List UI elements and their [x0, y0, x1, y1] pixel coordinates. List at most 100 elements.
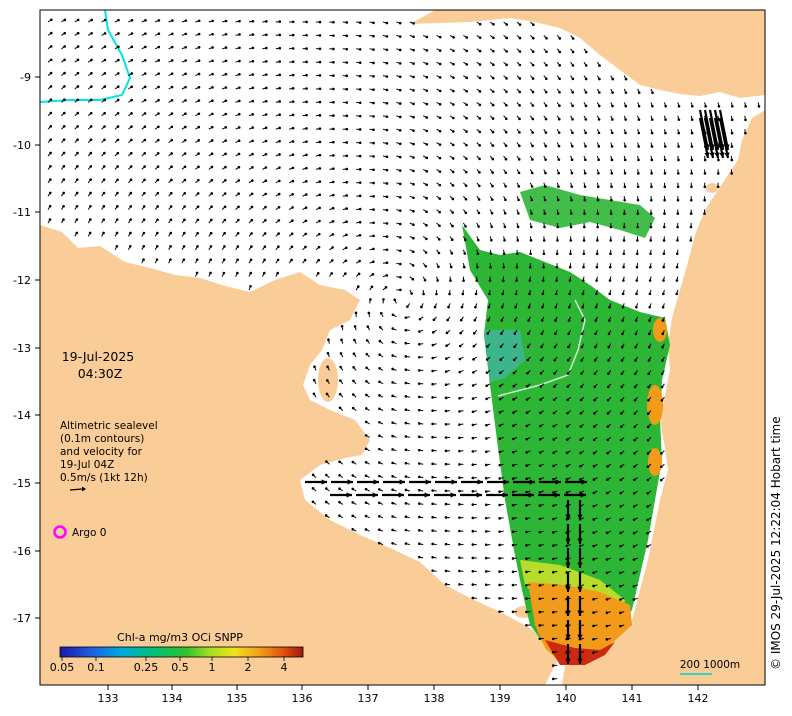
velocity-arrow-head — [62, 151, 66, 155]
velocity-arrow-head — [250, 245, 253, 248]
velocity-arrow-head — [451, 197, 455, 201]
velocity-arrow-head — [62, 218, 65, 221]
velocity-arrow-head — [385, 248, 389, 252]
velocity-arrow-head — [63, 111, 66, 115]
velocity-arrow-head — [498, 490, 501, 494]
velocity-arrow-head — [276, 271, 280, 275]
velocity-arrow-head — [621, 319, 624, 322]
velocity-arrow-head — [264, 86, 268, 90]
velocity-arrow-head — [650, 158, 654, 162]
velocity-arrow-head — [571, 91, 575, 94]
velocity-arrow-head — [291, 100, 295, 103]
velocity-arrow-head — [518, 23, 522, 26]
velocity-arrow-head — [605, 504, 609, 508]
velocity-arrow-head — [503, 211, 507, 215]
velocity-arrow-head — [553, 345, 557, 349]
velocity-arrow-head — [517, 185, 521, 188]
velocity-arrow-head — [223, 218, 227, 222]
velocity-arrow-head — [580, 372, 583, 375]
strong-current-arrow-head — [577, 586, 583, 592]
velocity-arrow-head — [444, 383, 448, 386]
velocity-arrow-head — [478, 63, 482, 66]
velocity-arrow-head — [517, 198, 520, 202]
velocity-arrow-head — [418, 330, 421, 333]
velocity-arrow-head — [184, 72, 187, 76]
velocity-arrow-head — [130, 72, 134, 75]
velocity-arrow-head — [517, 158, 521, 161]
velocity-arrow-head — [170, 165, 173, 168]
velocity-arrow-head — [182, 231, 186, 235]
velocity-arrow-head — [620, 372, 624, 375]
velocity-arrow-head — [372, 155, 375, 158]
isobath-line-northwest — [39, 9, 132, 103]
velocity-arrow-head — [633, 438, 636, 442]
velocity-arrow-head — [358, 154, 362, 158]
velocity-arrow-head — [504, 198, 507, 202]
velocity-arrow-head — [647, 372, 651, 376]
velocity-arrow-head — [662, 225, 666, 229]
velocity-arrow-head — [492, 23, 495, 26]
velocity-arrow-head — [552, 491, 555, 494]
velocity-arrow-head — [144, 32, 147, 35]
velocity-arrow-head — [511, 597, 515, 600]
velocity-arrow-head — [566, 358, 570, 362]
velocity-arrow-head — [511, 570, 515, 574]
velocity-arrow-head — [636, 239, 639, 242]
velocity-arrow-head — [498, 530, 501, 533]
velocity-arrow-head — [623, 172, 627, 175]
velocity-arrow-head — [117, 45, 120, 49]
velocity-arrow-head — [649, 252, 652, 256]
velocity-arrow-head — [452, 76, 455, 79]
velocity-arrow-head — [358, 128, 362, 131]
velocity-arrow-head — [444, 516, 448, 519]
velocity-arrow-head — [391, 381, 394, 384]
velocity-arrow-head — [89, 125, 93, 128]
velocity-arrow-head — [552, 531, 555, 534]
velocity-arrow-head — [554, 319, 557, 322]
velocity-arrow-head — [265, 60, 268, 63]
velocity-arrow-head — [340, 338, 343, 342]
velocity-arrow-head — [488, 279, 492, 282]
velocity-arrow-head — [236, 245, 240, 248]
velocity-arrow-head — [379, 311, 383, 315]
velocity-arrow-head — [224, 33, 228, 36]
velocity-arrow-head — [365, 393, 368, 397]
velocity-arrow-head — [633, 412, 637, 415]
velocity-arrow-head — [143, 72, 147, 75]
velocity-arrow-head — [358, 74, 362, 78]
velocity-arrow-head — [277, 192, 281, 196]
velocity-arrow-head — [398, 222, 402, 226]
velocity-arrow-head — [525, 543, 528, 547]
velocity-arrow-head — [583, 212, 586, 215]
velocity-arrow-head — [356, 285, 360, 288]
velocity-arrow-head — [431, 396, 434, 399]
velocity-arrow-head — [438, 210, 441, 214]
velocity-arrow-head — [417, 542, 421, 546]
velocity-arrow-head — [570, 198, 573, 202]
velocity-arrow-head — [556, 212, 560, 215]
velocity-arrow-head — [431, 502, 434, 506]
velocity-arrow-head — [662, 252, 666, 256]
velocity-arrow-head — [518, 63, 522, 67]
velocity-arrow-head — [529, 252, 532, 256]
velocity-arrow-head — [224, 152, 227, 156]
velocity-arrow-head — [398, 88, 402, 92]
velocity-arrow-head — [491, 76, 495, 80]
velocity-arrow-head — [353, 325, 357, 328]
velocity-arrow-head — [635, 265, 639, 269]
colorbar-tick-label: 0.05 — [50, 661, 75, 674]
velocity-arrow-head — [465, 143, 468, 147]
velocity-arrow-head — [412, 115, 415, 119]
velocity-arrow-head — [237, 139, 241, 143]
velocity-arrow-head — [103, 125, 106, 128]
velocity-arrow-head — [526, 385, 529, 388]
velocity-arrow-head — [404, 461, 408, 465]
velocity-arrow-head — [475, 279, 479, 282]
velocity-arrow-head — [539, 411, 542, 415]
velocity-arrow-head — [338, 406, 342, 410]
velocity-arrow-head — [458, 463, 461, 466]
velocity-arrow-head — [578, 544, 582, 548]
velocity-arrow-head — [624, 118, 627, 121]
velocity-arrow-head — [76, 31, 80, 35]
velocity-arrow-head — [197, 99, 201, 102]
